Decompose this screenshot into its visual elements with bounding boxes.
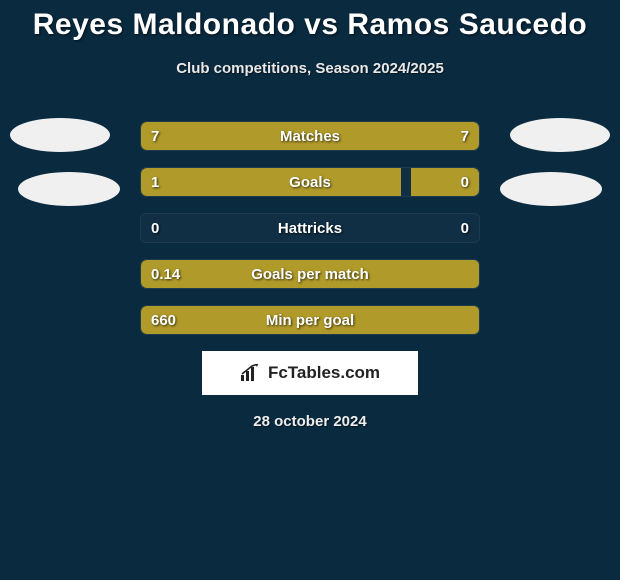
brand-badge: FcTables.com (202, 351, 418, 395)
stat-row: 10Goals (140, 167, 480, 197)
chart-icon (240, 364, 262, 382)
player-right-avatar (510, 118, 610, 152)
stat-row: 00Hattricks (140, 213, 480, 243)
stat-row: 0.14Goals per match (140, 259, 480, 289)
stats-rows: 77Matches 10Goals 00Hattricks 0.14Goals per… (140, 121, 480, 335)
stat-row: 660Min per goal (140, 305, 480, 335)
stat-row: 77Matches (140, 121, 480, 151)
row-label: Goals per match (141, 260, 479, 288)
date-text: 28 october 2024 (0, 413, 620, 430)
page-title: Reyes Maldonado vs Ramos Saucedo (0, 0, 620, 42)
row-label: Hattricks (141, 214, 479, 242)
team-right-avatar (500, 172, 602, 206)
player-left-avatar (10, 118, 110, 152)
team-left-avatar (18, 172, 120, 206)
row-label: Matches (141, 122, 479, 150)
brand-text: FcTables.com (268, 363, 380, 383)
row-label: Min per goal (141, 306, 479, 334)
row-label: Goals (141, 168, 479, 196)
subtitle: Club competitions, Season 2024/2025 (0, 60, 620, 77)
